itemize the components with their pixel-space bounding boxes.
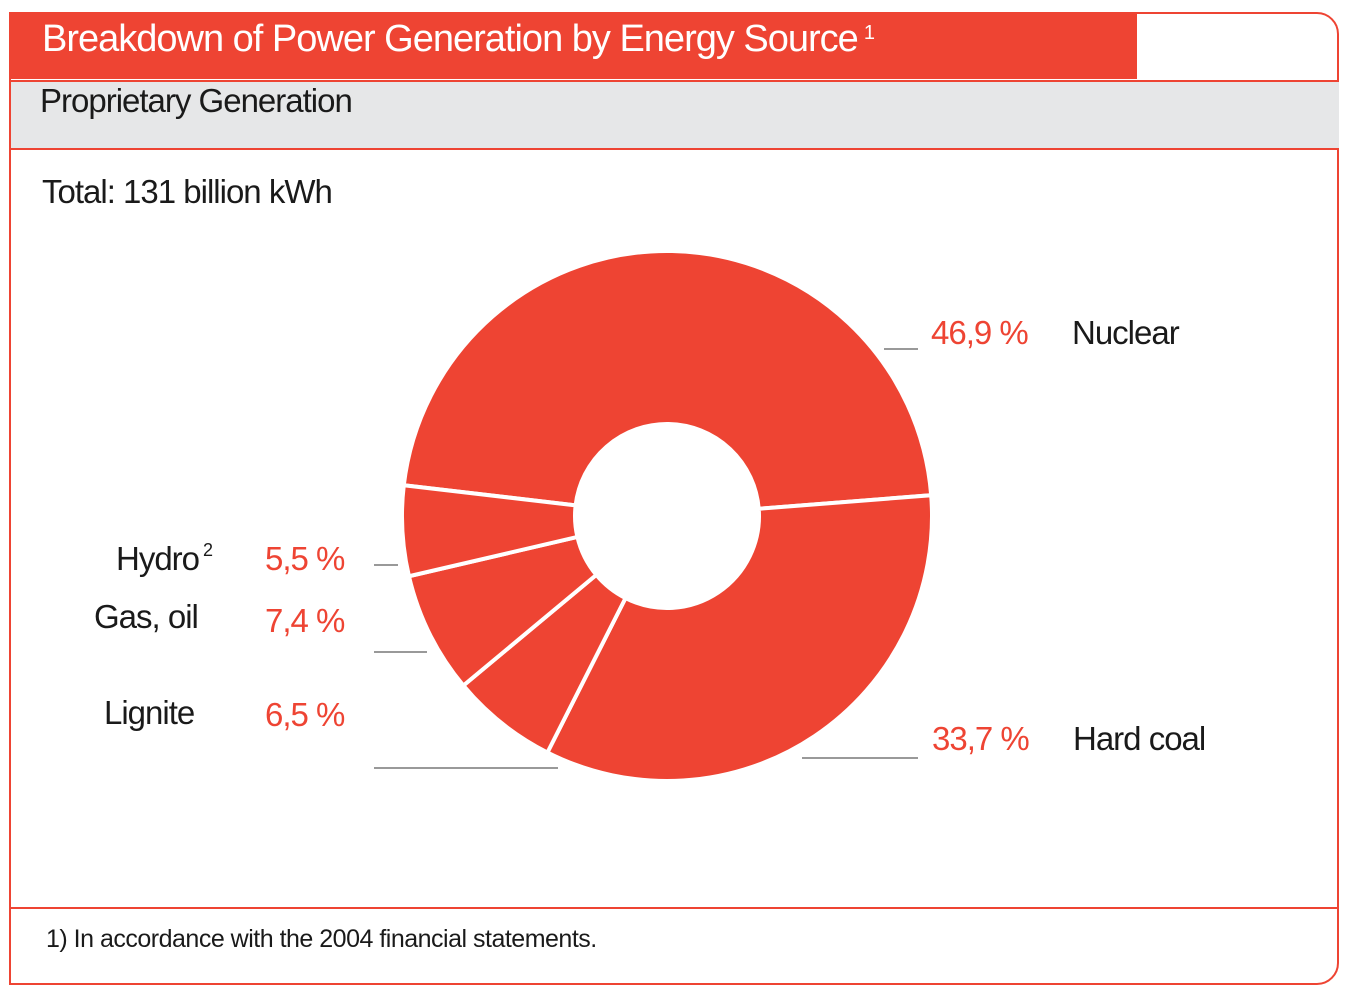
title-text: Breakdown of Power Generation by Energy …: [42, 18, 859, 60]
footnote: 1) In accordance with the 2004 financial…: [46, 925, 597, 953]
category-label-gas-oil: Gas, oil: [94, 598, 199, 635]
hydro-text: Hydro: [116, 540, 200, 577]
category-label-nuclear: Nuclear: [1072, 314, 1180, 351]
category-label-hard-coal: Hard coal: [1073, 720, 1206, 757]
value-label-hydro: 5,5 %: [265, 540, 345, 577]
title-bar: [9, 12, 1137, 79]
hydro-footnote-mark: 2: [203, 540, 213, 560]
value-label-nuclear: 46,9 %: [931, 314, 1029, 351]
value-label-gas-oil: 7,4 %: [265, 602, 345, 639]
slice-nuclear: [401, 249, 934, 511]
value-label-hard-coal: 33,7 %: [932, 720, 1030, 757]
chart-title: Total: 131 billion kWh: [42, 173, 333, 210]
title-footnote-mark: 1: [863, 22, 875, 44]
category-label-hydro: Hydro 2: [116, 540, 213, 578]
slice-hydro: [400, 483, 580, 579]
subtitle: Proprietary Generation: [40, 82, 353, 119]
subtitle-band: [11, 80, 1339, 150]
slice-hard-coal: [544, 493, 934, 783]
category-label-lignite: Lignite: [104, 694, 195, 731]
footer-divider: [11, 907, 1339, 909]
value-label-lignite: 6,5 %: [265, 696, 345, 733]
page-title: Breakdown of Power Generation by Energy …: [42, 18, 875, 61]
